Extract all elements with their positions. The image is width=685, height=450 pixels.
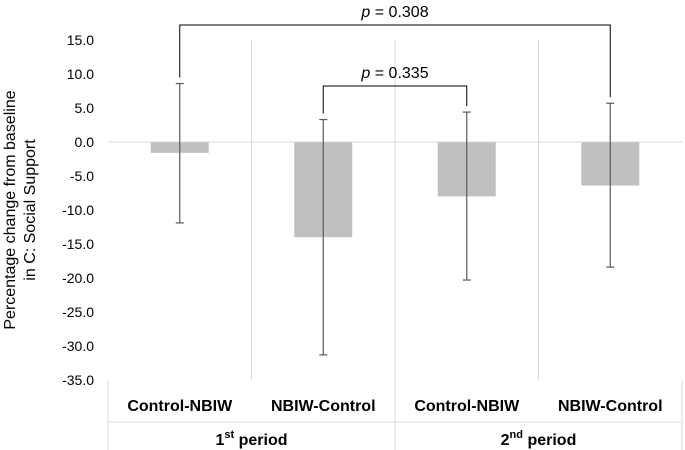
comparison-bracket-2 [322, 85, 468, 114]
period-word: period [523, 432, 576, 449]
y-tick-label: 15.0 [67, 32, 94, 48]
y-tick-label: -35.0 [62, 372, 94, 388]
comparison-bracket-1 [179, 24, 611, 98]
p-symbol: p [360, 65, 370, 82]
p-symbol: p [360, 4, 370, 21]
y-axis-title-line1: Percentage change from baseline [2, 90, 19, 329]
category-label: NBIW-Control [558, 398, 663, 415]
y-tick-label: -10.0 [62, 202, 94, 218]
y-tick-label: 10.0 [67, 66, 94, 82]
p-value-label-1: p = 0.308 [360, 4, 428, 21]
y-tick-label: 0.0 [75, 134, 95, 150]
y-tick-label: -25.0 [62, 304, 94, 320]
period-number: 1 [215, 432, 224, 449]
y-axis-title-line2: in C: Social Support [22, 139, 39, 281]
period-ordinal-suffix: nd [510, 429, 523, 441]
p-value: = 0.335 [370, 65, 428, 82]
y-tick-label: -20.0 [62, 270, 94, 286]
category-label: Control-NBIW [414, 398, 520, 415]
period-label-2: 2nd period [501, 429, 577, 449]
y-axis-title: Percentage change from baseline in C: Soc… [2, 90, 39, 329]
period-label-1: 1st period [215, 429, 287, 449]
p-value: = 0.308 [370, 4, 428, 21]
period-number: 2 [501, 432, 510, 449]
category-label: NBIW-Control [271, 398, 376, 415]
y-tick-label: -5.0 [70, 168, 94, 184]
category-label: Control-NBIW [127, 398, 233, 415]
y-tick-label: 5.0 [75, 100, 95, 116]
p-value-label-2: p = 0.335 [360, 65, 428, 82]
y-tick-label: -30.0 [62, 338, 94, 354]
period-word: period [234, 432, 287, 449]
period-ordinal-suffix: st [224, 429, 234, 441]
y-tick-label: -15.0 [62, 236, 94, 252]
